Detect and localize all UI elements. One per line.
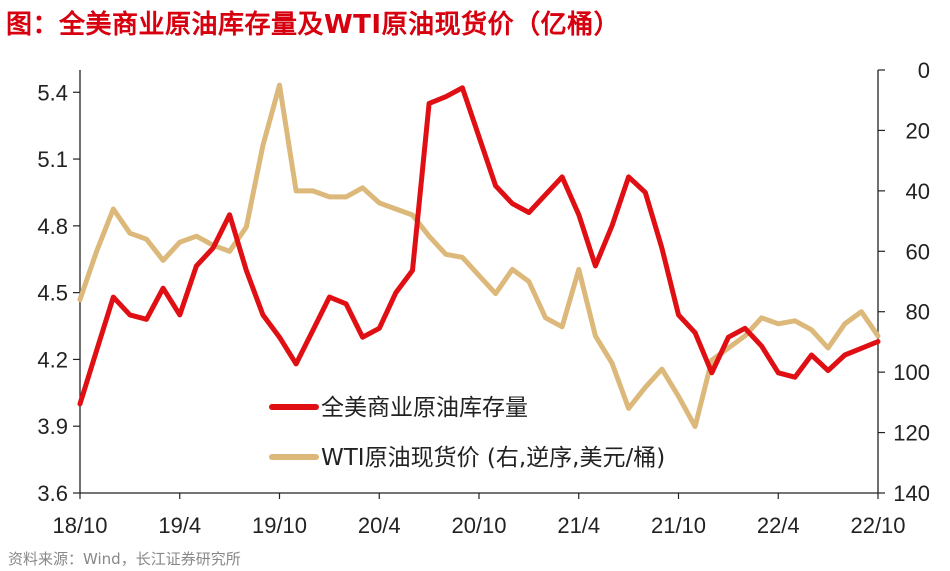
x-tick-label: 21/4 [557, 513, 600, 538]
legend: 全美商业原油库存量 WTI原油现货价 (右,逆序,美元/桶) [269, 395, 665, 471]
right-tick-label: 140 [893, 481, 930, 506]
left-tick-label: 4.5 [37, 281, 68, 306]
right-tick-label: 0 [918, 58, 930, 83]
right-tick-label: 60 [906, 239, 930, 264]
left-tick-label: 5.1 [37, 147, 68, 172]
legend-label-wti: WTI原油现货价 (右,逆序,美元/桶) [321, 445, 665, 471]
x-tick-label: 22/10 [850, 513, 905, 538]
left-tick-label: 3.9 [37, 414, 68, 439]
right-tick-label: 40 [906, 179, 930, 204]
x-tick-label: 20/10 [451, 513, 506, 538]
left-tick-label: 3.6 [37, 481, 68, 506]
chart-title: 图：全美商业原油库存量及WTI原油现货价（亿桶） [6, 10, 621, 40]
legend-label-inventory: 全美商业原油库存量 [321, 395, 528, 421]
series-lines [77, 82, 881, 429]
source-note: 资料来源：Wind，长江证券研究所 [8, 550, 241, 568]
x-tick-label: 20/4 [358, 513, 401, 538]
axis-ticks: 5.4 5.1 4.8 4.5 4.2 3.9 3.6 0 20 40 60 80 100 120 140 1… [37, 58, 930, 538]
x-tick-label: 19/10 [252, 513, 307, 538]
left-tick-label: 5.4 [37, 80, 68, 105]
left-tick-label: 4.8 [37, 214, 68, 239]
right-tick-label: 80 [906, 300, 930, 325]
right-tick-label: 20 [906, 118, 930, 143]
x-tick-label: 21/10 [651, 513, 706, 538]
left-tick-label: 4.2 [37, 347, 68, 372]
x-tick-label: 19/4 [158, 513, 201, 538]
right-tick-label: 120 [893, 421, 930, 446]
right-tick-label: 100 [893, 360, 930, 385]
x-tick-label: 18/10 [52, 513, 107, 538]
inventory-series-line [77, 85, 881, 407]
x-tick-label: 22/4 [757, 513, 800, 538]
